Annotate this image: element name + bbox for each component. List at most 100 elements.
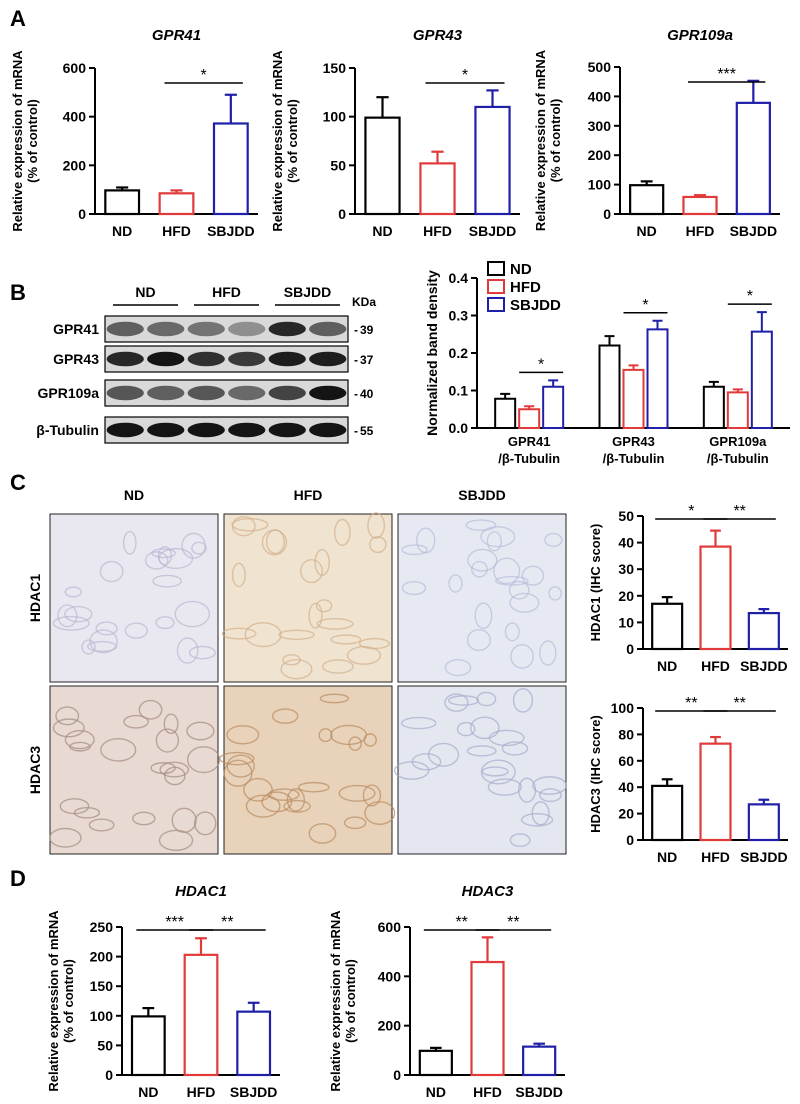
blot-band — [268, 351, 306, 367]
y-tick-label: 100 — [588, 177, 612, 193]
blot-band — [106, 385, 144, 401]
ihc-texture — [124, 622, 148, 639]
ihc-texture — [314, 548, 330, 576]
y-tick-label: 500 — [588, 59, 612, 75]
ihc-texture — [219, 751, 255, 766]
ihc-texture — [539, 640, 557, 666]
y-tick-label: 150 — [90, 978, 114, 994]
ihc-texture — [348, 736, 362, 751]
ihc-texture — [282, 654, 301, 666]
bar — [747, 611, 780, 651]
legend-label: ND — [510, 261, 532, 278]
ihc-texture — [493, 557, 521, 585]
ihc-texture — [226, 725, 260, 745]
legend-swatch — [487, 261, 505, 276]
y-axis-label: HDAC1 (IHC score) — [588, 524, 603, 642]
x-tick-label: ND — [657, 658, 677, 674]
ihc-texture — [494, 575, 529, 586]
significance-marker: * — [642, 297, 648, 314]
bar — [598, 344, 621, 429]
blot-row-label: GPR41 — [53, 321, 99, 337]
chart-B: 0.0 0.1 0.2 0.3 0.4 GPR41/β-Tubulin * GPR43/β-T… — [424, 261, 790, 466]
ihc-texture — [64, 605, 93, 623]
y-tick-label: 0.0 — [449, 420, 469, 436]
chart-A2: 0 50 100 150 ND HFD SBJDD * GPR43 Relative expres… — [270, 27, 520, 239]
kda-value: 37 — [360, 353, 374, 367]
panel-label-d: D — [10, 866, 26, 891]
y-tick-label: 40 — [618, 535, 634, 551]
chart-D2: 0 200 400 600 ND HFD SBJDD ** ** HDAC3 Relative ex… — [328, 883, 565, 1100]
y-axis-label: Relative expression of mRNA — [533, 49, 548, 231]
ihc-texture — [509, 592, 540, 613]
ihc-texture — [278, 629, 315, 640]
ihc-texture — [480, 759, 516, 785]
ihc-texture — [95, 621, 118, 636]
ihc-texture — [364, 801, 396, 825]
ihc-texture — [280, 659, 313, 680]
x-tick-label: ND — [426, 1084, 446, 1100]
kda-dash: - — [354, 323, 358, 337]
ihc-texture — [448, 695, 480, 706]
ihc-texture — [544, 532, 563, 547]
x-tick-label: ND — [112, 223, 132, 239]
x-tick-label: GPR109a — [709, 434, 767, 449]
ihc-texture — [64, 586, 83, 598]
chart-title: GPR43 — [413, 27, 463, 44]
y-tick-label: 200 — [588, 147, 612, 163]
bar — [104, 189, 141, 216]
bar — [518, 408, 541, 429]
ihc-texture — [171, 807, 197, 833]
x-tick-label: ND — [657, 849, 677, 865]
chart-A3: 0 100 200 300 400 500 ND HFD SBJDD *** GPR109a Rela… — [533, 27, 780, 239]
ihc-texture — [508, 580, 530, 600]
significance-marker: *** — [717, 66, 736, 83]
y-tick-label: 100 — [611, 700, 635, 716]
ihc-texture — [316, 618, 354, 630]
blot-band — [187, 422, 225, 438]
x-tick-label: HFD — [187, 1084, 216, 1100]
y-tick-label: 400 — [378, 968, 402, 984]
blot-band — [309, 422, 347, 438]
ihc-texture — [52, 718, 85, 738]
y-axis-label: (% of control) — [61, 959, 76, 1043]
significance-marker: * — [747, 288, 753, 305]
ihc-texture — [226, 754, 255, 778]
ihc-image — [223, 685, 393, 855]
y-axis-label: Relative expression of mRNA — [46, 910, 61, 1092]
ihc-texture — [467, 548, 498, 572]
ihc-texture — [99, 560, 124, 583]
blot-band — [228, 321, 266, 337]
blot-band — [228, 351, 266, 367]
x-tick-label: SBJDD — [730, 223, 777, 239]
ihc-texture — [318, 728, 333, 743]
bar — [494, 397, 517, 429]
legend-label: HFD — [510, 279, 541, 296]
legend-label: SBJDD — [510, 297, 561, 314]
kda-value: 55 — [360, 424, 374, 438]
ihc-texture — [158, 829, 194, 851]
ihc-texture — [474, 602, 493, 630]
x-tick-label: SBJDD — [515, 1084, 562, 1100]
ihc-texture — [123, 714, 149, 729]
ihc-texture — [308, 823, 337, 844]
ihc-texture — [81, 639, 96, 655]
blot-band — [187, 351, 225, 367]
blot-row-label: GPR109a — [38, 385, 100, 401]
ihc-texture — [469, 716, 500, 740]
ihc-texture — [400, 716, 437, 730]
ihc-texture — [245, 794, 281, 818]
panel-label-a: A — [10, 6, 26, 31]
blot-band — [268, 385, 306, 401]
ihc-texture — [330, 634, 362, 645]
ihc-texture — [188, 645, 216, 660]
significance-marker: * — [688, 503, 694, 520]
ihc-texture — [444, 658, 472, 677]
y-axis-label: (% of control) — [25, 99, 40, 183]
kda-value: 40 — [360, 387, 374, 401]
bar — [646, 328, 669, 429]
y-tick-label: 0 — [626, 641, 634, 657]
y-tick-label: 20 — [618, 588, 634, 604]
ihc-texture — [151, 548, 176, 559]
bar — [629, 184, 665, 216]
